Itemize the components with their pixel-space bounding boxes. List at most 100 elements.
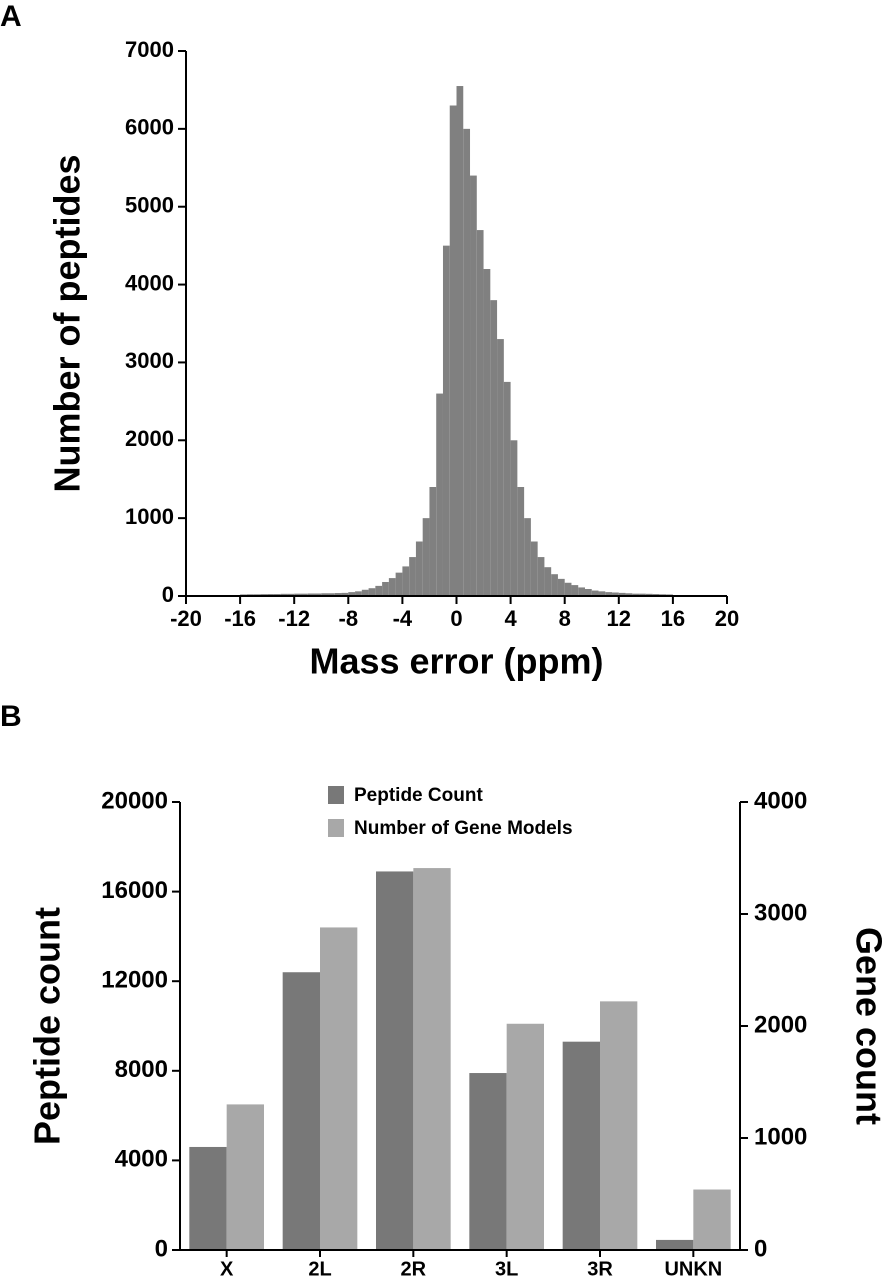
y-tick-label: 20000 <box>101 787 168 814</box>
y-tick-label: 0 <box>162 582 174 607</box>
histogram-bar <box>361 589 369 596</box>
histogram-bar <box>328 593 335 596</box>
x-tick-label: -20 <box>170 606 202 631</box>
x-tick-label: 0 <box>450 606 462 631</box>
x-tick-label: X <box>220 1258 234 1280</box>
bar <box>282 972 320 1250</box>
histogram-bar <box>314 593 322 596</box>
histogram-bar <box>368 588 376 596</box>
histogram-bar <box>618 592 626 596</box>
histogram-bar <box>639 593 646 596</box>
y-tick-label: 7000 <box>125 37 174 62</box>
bar <box>506 1023 544 1250</box>
histogram-bar <box>517 487 525 596</box>
y-tick-label: 5000 <box>125 193 174 218</box>
histogram-bar <box>348 592 356 596</box>
histogram-bar <box>334 593 342 596</box>
bar <box>376 871 414 1250</box>
histogram-bar <box>645 593 653 596</box>
bar <box>469 1073 507 1250</box>
histogram-bar <box>382 581 389 596</box>
histogram-bar <box>544 567 552 596</box>
histogram-bar <box>375 585 383 596</box>
y2-axis-title: Gene count <box>848 927 886 1125</box>
histogram-bar <box>490 300 498 596</box>
x-tick-label: 3L <box>495 1258 518 1280</box>
histogram-bar <box>584 588 592 596</box>
bar <box>693 1189 731 1250</box>
x-tick-label: -16 <box>224 606 256 631</box>
histogram-bar <box>415 541 423 596</box>
histogram-bar <box>612 592 619 596</box>
histogram-bar <box>395 572 403 596</box>
histogram-bar <box>510 440 518 596</box>
histogram-bar <box>355 591 362 596</box>
histogram-bar <box>321 593 329 596</box>
y2-tick-label: 3000 <box>754 899 807 926</box>
panel-label: B <box>0 700 22 733</box>
y2-tick-label: 2000 <box>754 1011 807 1038</box>
y-tick-label: 1000 <box>125 504 174 529</box>
y-axis-title: Peptide count <box>27 907 68 1145</box>
y2-tick-label: 1000 <box>754 1123 807 1150</box>
histogram-bar <box>483 269 491 596</box>
panel-label: A <box>0 0 22 33</box>
x-tick-label: 4 <box>504 606 517 631</box>
x-axis-title: Mass error (ppm) <box>309 641 603 682</box>
histogram-bar <box>476 230 484 597</box>
histogram-bar <box>287 593 295 596</box>
histogram-bar <box>605 592 613 596</box>
histogram-bar <box>537 557 545 596</box>
x-tick-label: -4 <box>393 606 413 631</box>
bar <box>226 1104 264 1250</box>
x-tick-label: 20 <box>715 606 739 631</box>
histogram-bar <box>524 518 531 596</box>
histogram-bar <box>530 541 538 596</box>
histogram-bar <box>571 585 579 596</box>
histogram-bar <box>307 593 315 596</box>
legend-label: Peptide Count <box>354 785 483 806</box>
y-tick-label: 2000 <box>125 426 174 451</box>
histogram-bar <box>449 105 457 596</box>
histogram-bar <box>470 175 477 597</box>
legend-swatch <box>328 786 344 804</box>
y-tick-label: 3000 <box>125 348 174 373</box>
histogram-bar <box>591 590 599 596</box>
x-tick-label: -12 <box>278 606 310 631</box>
y-tick-label: 16000 <box>101 877 168 904</box>
histogram-bar <box>463 128 471 596</box>
histogram-bar <box>300 593 308 596</box>
x-tick-label: 8 <box>559 606 571 631</box>
histogram-bar <box>564 582 572 596</box>
histogram-bar <box>442 245 450 596</box>
histogram-bar <box>632 593 640 596</box>
histogram-bar <box>503 381 511 596</box>
y-tick-label: 4000 <box>115 1146 168 1173</box>
x-tick-label: 2L <box>308 1258 331 1280</box>
histogram-bar <box>388 578 396 596</box>
histogram-bar <box>294 593 301 596</box>
histogram-bar <box>497 339 504 596</box>
legend-swatch <box>328 819 344 837</box>
histogram-bar <box>429 487 437 596</box>
histogram-bar <box>551 574 558 596</box>
y2-tick-label: 0 <box>754 1235 767 1262</box>
histogram-bar <box>341 592 349 596</box>
histogram-bar <box>456 86 464 597</box>
bar <box>413 868 451 1250</box>
x-tick-label: -8 <box>339 606 359 631</box>
histogram-bar <box>557 578 565 596</box>
x-tick-label: 12 <box>607 606 631 631</box>
histogram-bar <box>578 587 585 596</box>
histogram-bar <box>280 593 288 596</box>
bar <box>600 1001 638 1250</box>
histogram-bar <box>598 591 606 596</box>
y2-tick-label: 4000 <box>754 787 807 814</box>
y-tick-label: 4000 <box>125 270 174 295</box>
x-tick-label: 2R <box>401 1258 427 1280</box>
bar <box>189 1146 227 1250</box>
y-tick-label: 12000 <box>101 967 168 994</box>
x-tick-label: UNKN <box>664 1258 722 1280</box>
x-tick-label: 16 <box>661 606 685 631</box>
y-tick-label: 8000 <box>115 1056 168 1083</box>
